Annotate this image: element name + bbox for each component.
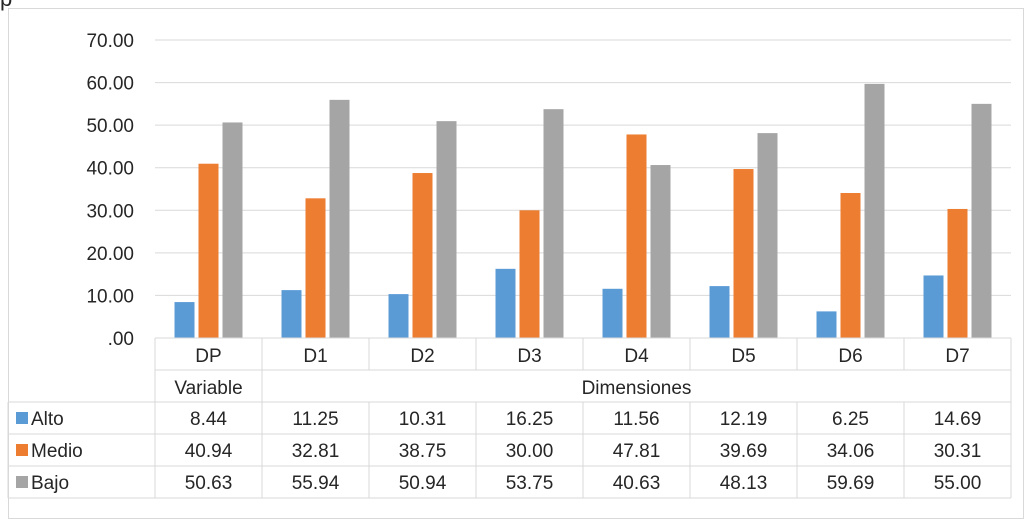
data-table-cell: 16.25 [506,409,554,430]
data-table-cell: 34.06 [827,441,875,462]
bar-alto-d1 [281,290,302,338]
x-category-label: D3 [517,346,541,367]
legend-label: Medio [31,441,83,462]
data-table-cell: 30.31 [934,441,982,462]
data-table-cell: 11.56 [613,409,659,430]
data-table-cell: 53.75 [506,473,554,494]
data-table-cell: 40.63 [613,473,661,494]
x-group-label: Variable [174,378,242,399]
bar-medio-d3 [519,210,540,338]
data-table-cell: 32.81 [292,441,340,462]
x-category-label: D4 [624,346,649,367]
bar-alto-d3 [495,268,516,338]
data-table-cell: 50.94 [399,473,447,494]
bar-alto-d4 [602,288,623,338]
bar-bajo-d2 [436,121,457,338]
legend-label: Alto [31,409,64,430]
bar-medio-d6 [840,193,861,338]
bar-bajo-d6 [864,83,885,338]
bar-bajo-d3 [543,109,564,338]
data-table-cell: 14.69 [934,409,982,430]
data-table-cell: 48.13 [720,473,768,494]
y-tick-label: 40.00 [86,159,134,180]
bar-alto-d6 [816,311,837,338]
y-tick-label: 20.00 [86,244,134,265]
data-table-cell: 30.00 [506,441,554,462]
y-tick-label: 10.00 [86,286,134,307]
data-table-cell: 55.00 [934,473,982,494]
data-table-cell: 47.81 [613,441,661,462]
x-category-label: D5 [731,346,755,367]
x-category-label: D6 [838,346,862,367]
bar-bajo-d7 [971,103,992,338]
bar-alto-d2 [388,294,409,338]
x-category-label: D2 [410,346,434,367]
y-tick-label: .00 [108,329,134,350]
bar-alto-d7 [923,275,944,338]
bar-alto-dp [174,302,195,338]
y-tick-label: 60.00 [86,74,134,95]
data-table-cell: 11.25 [292,409,338,430]
data-table-cell: 12.19 [720,409,768,430]
bar-medio-d1 [305,198,326,338]
bar-alto-d5 [709,286,730,338]
data-table-cell: 59.69 [827,473,875,494]
data-table-cell: 40.94 [185,441,233,462]
bar-medio-d5 [733,169,754,338]
x-category-label: D7 [945,346,969,367]
data-table-cell: 55.94 [292,473,340,494]
bar-medio-d4 [626,134,647,338]
legend-label: Bajo [31,473,69,494]
bar-bajo-d4 [650,165,671,338]
y-tick-label: 50.00 [86,116,134,137]
data-table-cell: 6.25 [832,409,869,430]
data-table-cell: 8.44 [190,409,227,430]
data-table-cell: 10.31 [399,409,447,430]
data-table-cell: 39.69 [720,441,768,462]
bar-bajo-d1 [329,99,350,338]
chart-title-fragment: p [0,0,12,12]
bar-medio-dp [198,163,219,338]
bar-bajo-d5 [757,133,778,338]
x-category-label: D1 [303,346,327,367]
legend-key-bajo [16,476,28,488]
y-tick-label: 30.00 [86,201,134,222]
bar-bajo-dp [222,122,243,339]
legend-key-medio [16,444,28,456]
data-table-cell: 50.63 [185,473,233,494]
x-category-label: DP [195,346,221,367]
y-tick-label: 70.00 [86,31,134,52]
data-table-cell: 38.75 [399,441,447,462]
legend-key-alto [16,412,28,424]
bar-medio-d2 [412,173,433,338]
x-group-label: Dimensiones [582,378,692,399]
bar-medio-d7 [947,208,968,338]
